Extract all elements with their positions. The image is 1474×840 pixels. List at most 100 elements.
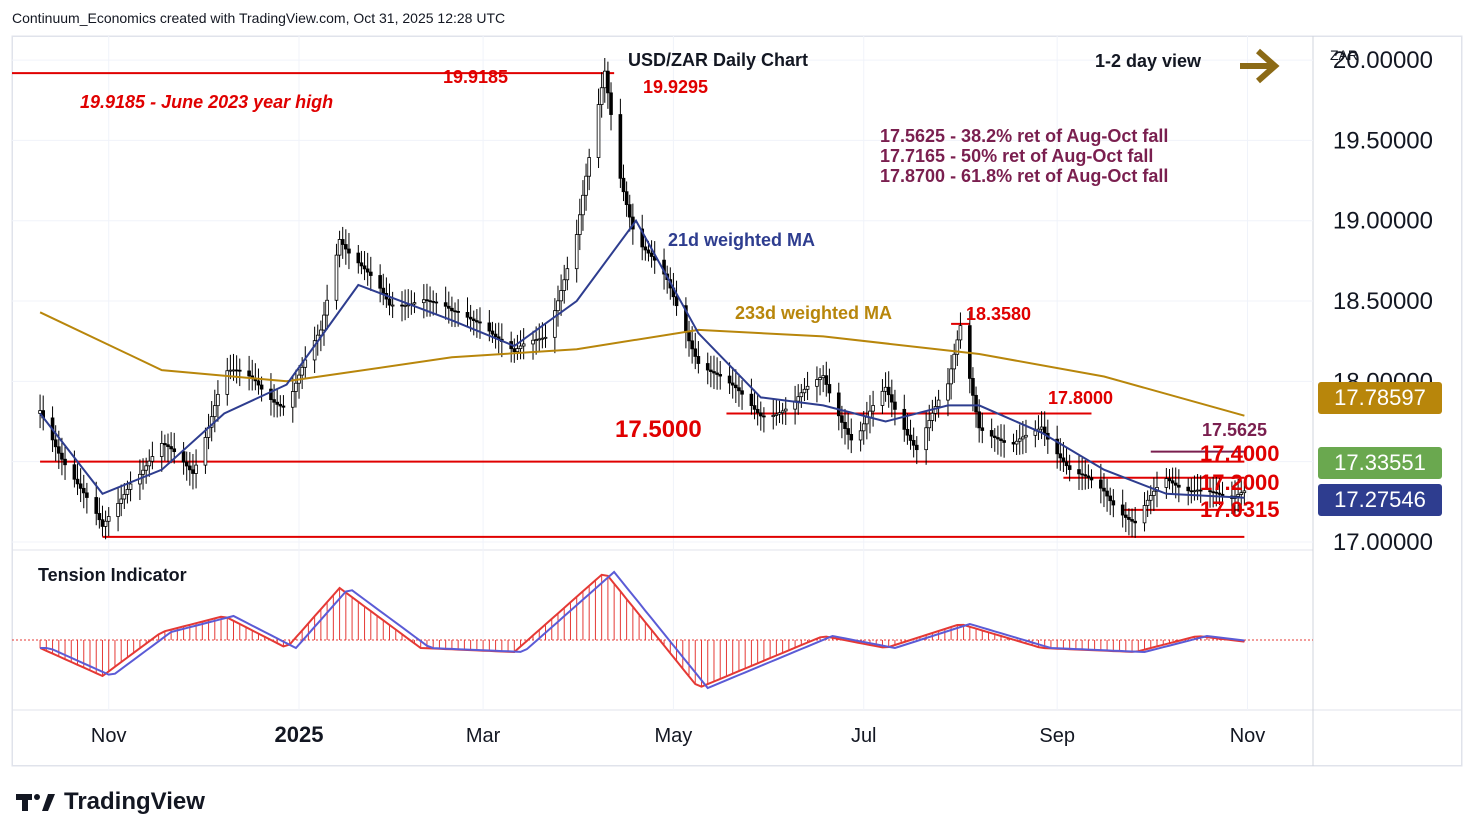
candle-body	[100, 519, 105, 527]
candle-body	[103, 520, 108, 527]
candle-body	[687, 331, 691, 342]
candle-body	[861, 423, 866, 432]
candle-body	[780, 410, 785, 414]
candle-body	[924, 427, 928, 451]
candle-body	[428, 300, 432, 303]
ma233-price-badge: 17.78597	[1318, 382, 1442, 414]
candle-body	[1083, 474, 1088, 477]
candle-body	[97, 513, 102, 521]
ma21-label: 21d weighted MA	[668, 230, 815, 250]
candle-body	[902, 408, 907, 430]
candle-body	[1208, 490, 1212, 493]
candle-body	[209, 416, 214, 428]
candle-body	[487, 322, 492, 332]
chart-credit: Continuum_Economics created with Trading…	[12, 10, 506, 26]
tradingview-logo[interactable]: TradingView	[16, 788, 205, 816]
candle-body	[946, 383, 950, 401]
currency-label: ZAR	[1330, 47, 1358, 63]
candle-body	[237, 369, 242, 372]
candle-body	[322, 314, 326, 331]
candle-body	[1055, 438, 1059, 455]
level-174-label: 17.4000	[1200, 441, 1280, 466]
candle-body	[85, 492, 89, 498]
peak-label: 19.9295	[643, 77, 708, 97]
candle-body	[465, 312, 470, 318]
candle-body	[1167, 478, 1172, 482]
candle-body	[758, 412, 763, 417]
candle-body	[1152, 490, 1156, 496]
candle-body	[275, 401, 279, 405]
fib-50-label: 17.7165 - 50% ret of Aug-Oct fall	[880, 146, 1153, 166]
candle-body	[381, 287, 386, 294]
tension-line-slow	[40, 570, 1245, 690]
right-arrow-icon	[1240, 48, 1280, 84]
candle-body	[471, 318, 476, 322]
candle-body	[1099, 479, 1103, 489]
candle-body	[38, 410, 42, 414]
candle-body	[989, 430, 994, 437]
candle-body	[627, 204, 632, 218]
candle-body	[693, 348, 698, 357]
candle-body	[596, 104, 601, 158]
candle-body	[259, 384, 264, 390]
candle-body	[1236, 494, 1240, 497]
candle-body	[422, 299, 426, 304]
candle-body	[556, 300, 560, 312]
candle-body	[696, 356, 701, 364]
x-tick-label: Jul	[851, 725, 877, 747]
y-tick-label: 19.00000	[1333, 208, 1433, 235]
candle-body	[1142, 505, 1147, 524]
candle-body	[718, 374, 723, 377]
candle-body	[122, 493, 127, 500]
level-175625-label: 17.5625	[1202, 420, 1267, 440]
x-tick-label: Mar	[466, 725, 501, 747]
candle-body	[1014, 440, 1019, 445]
candle-body	[836, 392, 841, 417]
candle-body	[805, 385, 810, 390]
candle-body	[1021, 436, 1025, 440]
candle-body	[443, 302, 448, 307]
candle-body	[106, 516, 111, 522]
candle-body	[144, 465, 148, 471]
y-tick-label: 17.00000	[1333, 529, 1433, 556]
candle-body	[81, 487, 86, 494]
candle-body	[247, 370, 251, 377]
candle-body	[403, 304, 407, 307]
candle-body	[871, 405, 875, 412]
candle-body	[159, 443, 164, 457]
candle-body	[643, 246, 648, 251]
candle-body	[1067, 465, 1072, 470]
candle-body	[216, 393, 220, 407]
candle-body	[971, 377, 975, 396]
candle-body	[771, 415, 776, 417]
candle-body	[1186, 486, 1191, 492]
candle-body	[181, 451, 186, 463]
candle-body	[518, 345, 523, 349]
candle-body	[737, 387, 741, 392]
candle-body	[521, 343, 526, 347]
chart-title: USD/ZAR Daily Chart	[628, 50, 808, 70]
candle-body	[184, 461, 189, 467]
ma233-line	[39, 311, 1245, 417]
candle-body	[319, 329, 323, 336]
candle-body	[387, 298, 392, 306]
candle-body	[730, 382, 735, 386]
candle-body	[225, 370, 230, 395]
candle-body	[78, 483, 83, 489]
candle-body	[624, 191, 629, 206]
candle-body	[347, 248, 351, 254]
candle-body	[378, 275, 382, 289]
candle-body	[646, 249, 651, 254]
candle-body	[1239, 492, 1244, 495]
candle-body	[188, 465, 192, 471]
candle-body	[796, 396, 801, 402]
high-value-label: 19.9185	[443, 67, 508, 87]
candle-body	[649, 252, 654, 257]
candle-body	[996, 437, 1000, 440]
candle-body	[116, 503, 120, 517]
candle-body	[740, 390, 744, 395]
last-price-badge: 17.33551	[1318, 447, 1442, 479]
y-tick-label: 19.50000	[1333, 127, 1433, 154]
candle-body	[1124, 514, 1128, 518]
